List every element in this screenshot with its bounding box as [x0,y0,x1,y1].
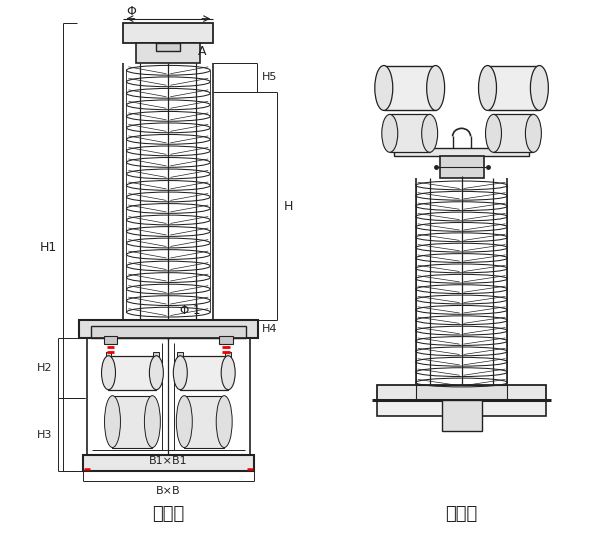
Bar [416,385,508,400]
Bar [91,326,246,338]
Text: H4: H4 [262,324,278,334]
Bar [154,352,160,360]
Ellipse shape [149,356,163,389]
Text: 上振式: 上振式 [445,506,478,523]
Bar [442,400,482,431]
Bar [384,65,436,110]
Bar [79,320,258,338]
Text: H3: H3 [37,430,52,440]
Text: H: H [284,200,293,212]
Bar [394,148,529,156]
Bar [184,396,224,448]
Bar [440,156,484,178]
Bar [219,336,233,344]
Ellipse shape [375,65,393,110]
Ellipse shape [422,114,437,152]
Bar [86,338,250,455]
Bar [157,43,181,51]
Text: B×B: B×B [156,486,181,496]
Bar [112,396,152,448]
Ellipse shape [485,114,502,152]
Bar [178,352,184,360]
Bar [136,43,200,63]
Bar [377,400,547,416]
Ellipse shape [530,65,548,110]
Ellipse shape [216,396,232,448]
Ellipse shape [101,356,115,389]
Text: H2: H2 [37,363,52,373]
Text: A: A [198,44,207,58]
Bar [106,352,112,360]
Text: H1: H1 [40,241,57,254]
Bar [83,455,254,471]
Ellipse shape [526,114,541,152]
Bar [377,385,547,400]
Bar [109,356,157,389]
Ellipse shape [427,65,445,110]
Ellipse shape [173,356,187,389]
Text: Φ 1: Φ 1 [181,304,201,317]
Bar [181,356,228,389]
Bar [124,22,213,43]
Text: B1×B1: B1×B1 [149,455,188,465]
Ellipse shape [382,114,398,152]
Text: H5: H5 [262,73,277,82]
Ellipse shape [479,65,496,110]
Text: Φ: Φ [127,5,136,18]
Ellipse shape [176,396,192,448]
Bar [493,114,533,152]
Bar [104,336,118,344]
Ellipse shape [104,396,121,448]
Ellipse shape [145,396,160,448]
Bar [390,114,430,152]
Text: 下振式: 下振式 [152,506,184,523]
Bar [488,65,539,110]
Ellipse shape [221,356,235,389]
Bar [225,352,231,360]
